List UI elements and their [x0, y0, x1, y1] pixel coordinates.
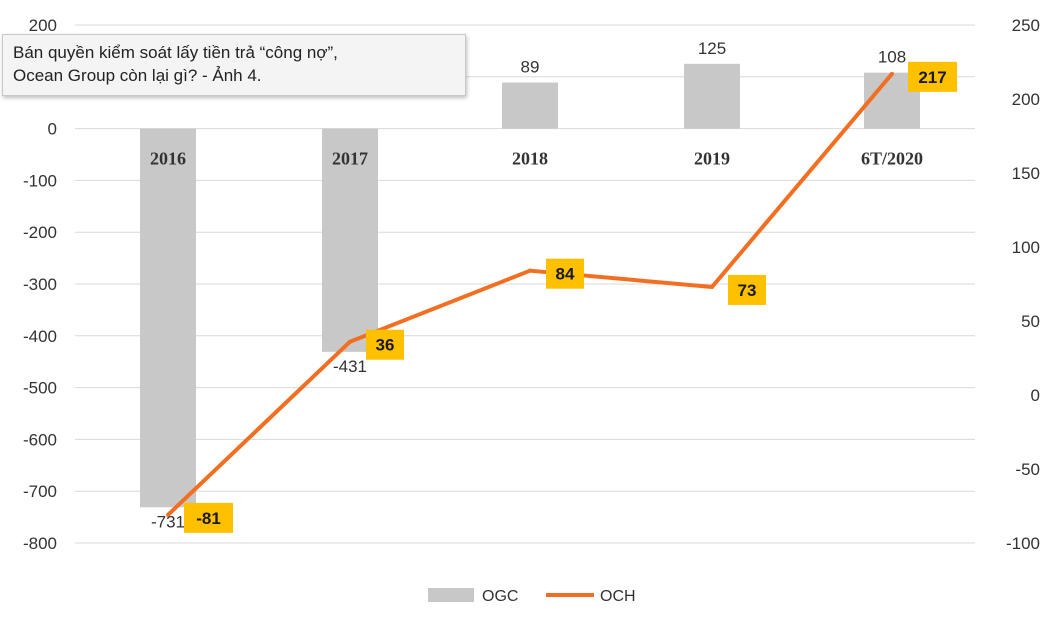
- left-axis-tick-label: -600: [23, 430, 57, 449]
- bar-ogc: [502, 82, 558, 129]
- left-axis-tick-label: -100: [23, 171, 57, 190]
- line-data-label: 73: [738, 281, 757, 300]
- line-data-label: -81: [196, 509, 221, 528]
- right-axis-tick-label: -100: [1006, 534, 1040, 553]
- line-och-point: [890, 71, 894, 76]
- bar-ogc: [684, 63, 740, 129]
- bar-series-ogc: [140, 63, 920, 508]
- line-data-label: 217: [918, 68, 946, 87]
- line-data-label-box: [184, 502, 233, 533]
- tooltip-line-1: Bán quyền kiểm soát lấy tiền trả “công n…: [13, 43, 338, 62]
- left-axis-tick-label: 0: [48, 120, 57, 139]
- line-data-label-box: [366, 329, 404, 360]
- right-axis-tick-label: 200: [1012, 90, 1040, 109]
- line-data-label-box: [546, 258, 584, 289]
- line-data-label: 84: [556, 265, 575, 284]
- bar-data-label: 108: [878, 48, 906, 67]
- left-axis-ticks: 2001000-100-200-300-400-500-600-700-800: [23, 16, 57, 553]
- line-och-path: [166, 72, 894, 517]
- image-caption-tooltip: Bán quyền kiểm soát lấy tiền trả “công n…: [2, 34, 466, 96]
- left-axis-tick-label: -700: [23, 482, 57, 501]
- category-label: 2018: [512, 149, 548, 169]
- line-series-och: [166, 71, 894, 517]
- right-axis-tick-label: -50: [1015, 460, 1040, 479]
- line-och-point: [528, 268, 532, 273]
- category-label: 2016: [150, 149, 186, 169]
- left-axis-tick-label: -200: [23, 223, 57, 242]
- right-axis-tick-label: 250: [1012, 16, 1040, 35]
- left-axis-tick-label: -500: [23, 379, 57, 398]
- right-axis-tick-label: 50: [1021, 312, 1040, 331]
- category-label: 2019: [694, 149, 730, 169]
- line-och-point: [166, 512, 170, 517]
- left-axis-tick-label: 200: [29, 16, 57, 35]
- line-data-label-box: [728, 274, 766, 305]
- right-axis-tick-label: 100: [1012, 238, 1040, 257]
- tooltip-line-2: Ocean Group còn lại gì? - Ảnh 4.: [13, 66, 262, 85]
- right-axis-tick-label: 150: [1012, 164, 1040, 183]
- bar-ogc: [322, 128, 378, 352]
- category-label: 6T/2020: [861, 149, 923, 169]
- category-label: 2017: [332, 149, 368, 169]
- legend-label-och: OCH: [600, 588, 636, 605]
- left-axis-tick-label: -800: [23, 534, 57, 553]
- legend-swatch-ogc: [428, 588, 474, 602]
- line-och-point: [710, 284, 714, 289]
- left-axis-tick-label: -400: [23, 327, 57, 346]
- bar-ogc: [140, 128, 196, 508]
- right-axis-ticks: 250 200 150 100 50 0 -50 -100: [1006, 16, 1040, 553]
- bar-data-label: -731: [151, 512, 185, 531]
- line-data-labels: -81 36 84 73 217: [184, 61, 957, 533]
- bar-data-label: 125: [698, 39, 726, 58]
- bar-data-label: 89: [521, 57, 540, 76]
- left-axis-tick-label: -300: [23, 275, 57, 294]
- category-labels: 2016 2017 2018 2019 6T/2020: [150, 149, 923, 169]
- legend: OGC OCH: [428, 588, 636, 605]
- bar-data-labels: -731 -431 89 125 108: [151, 39, 906, 531]
- line-data-label-box: [908, 61, 957, 92]
- legend-label-ogc: OGC: [482, 588, 518, 605]
- right-axis-tick-label: 0: [1031, 386, 1040, 405]
- bar-data-label: -431: [333, 357, 367, 376]
- line-data-label: 36: [376, 336, 395, 355]
- line-och-point: [348, 339, 352, 344]
